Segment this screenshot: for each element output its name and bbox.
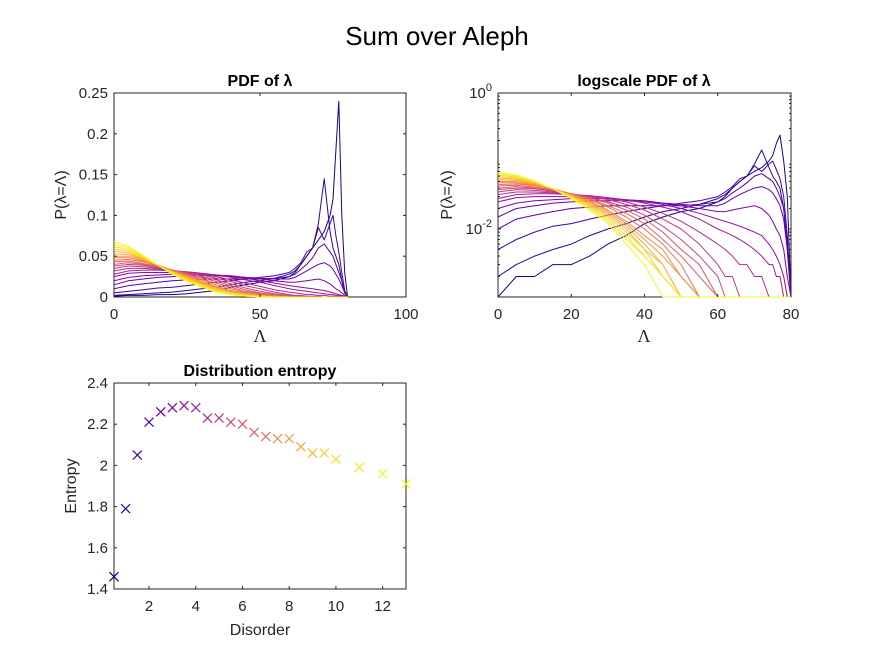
pdf-panel-title: PDF of λ bbox=[228, 73, 293, 90]
entropy-y-tick-label: 1.6 bbox=[87, 540, 108, 557]
pdf-series-line bbox=[113, 262, 349, 298]
log-pdf-y-tick-base: 10 bbox=[466, 221, 483, 238]
entropy-y-tick-label: 1.8 bbox=[87, 499, 108, 516]
entropy-point-marker bbox=[319, 448, 330, 458]
log-pdf-x-tick-label: 40 bbox=[636, 306, 653, 323]
entropy-y-tick-label: 2.4 bbox=[87, 375, 108, 392]
pdf-series-line bbox=[113, 178, 349, 298]
entropy-point-marker bbox=[377, 468, 388, 479]
entropy-panel-title: Distribution entropy bbox=[184, 363, 337, 380]
log-pdf-lines bbox=[497, 134, 792, 298]
entropy-points bbox=[109, 400, 411, 582]
log-pdf-series-line bbox=[497, 171, 791, 298]
entropy-point-marker bbox=[249, 427, 260, 438]
pdf-panel: PDF of λ 0 50 100 0 0.05 0.1 0.15 0.2 0.25 Λ P(λ… bbox=[53, 73, 419, 346]
log-pdf-series-line bbox=[497, 149, 792, 298]
log-pdf-x-tick-label: 0 bbox=[494, 306, 502, 323]
entropy-point-marker bbox=[167, 402, 178, 413]
pdf-plot-area bbox=[113, 92, 407, 298]
entropy-point-marker bbox=[401, 479, 411, 489]
pdf-series-line bbox=[113, 243, 349, 298]
log-pdf-y-axis-label: P(λ=Λ) bbox=[439, 170, 456, 219]
log-pdf-y-tick-exp: -2 bbox=[482, 218, 492, 230]
log-pdf-series-line bbox=[497, 186, 792, 298]
entropy-point-marker bbox=[237, 419, 248, 430]
entropy-point-marker bbox=[120, 503, 131, 514]
entropy-point-marker bbox=[109, 571, 119, 582]
entropy-point-marker bbox=[190, 402, 201, 413]
log-pdf-plot-area bbox=[497, 92, 792, 298]
pdf-x-tick-label: 100 bbox=[393, 306, 418, 323]
entropy-y-tick-label: 2.2 bbox=[87, 416, 108, 433]
log-pdf-x-axis-label: Λ bbox=[637, 326, 650, 346]
log-pdf-x-tick-label: 80 bbox=[783, 306, 800, 323]
entropy-x-tick-label: 12 bbox=[374, 598, 391, 615]
entropy-point-marker bbox=[260, 431, 271, 442]
entropy-x-tick-label: 8 bbox=[285, 598, 293, 615]
log-pdf-y-tick-label: 100 bbox=[469, 82, 492, 102]
log-pdf-series-line bbox=[497, 173, 792, 298]
log-pdf-series-line bbox=[497, 160, 792, 298]
pdf-series-line bbox=[113, 214, 349, 298]
entropy-point-marker bbox=[272, 433, 283, 444]
pdf-x-axis-label: Λ bbox=[253, 326, 266, 346]
entropy-point-marker bbox=[295, 441, 306, 452]
pdf-y-tick-label: 0.15 bbox=[79, 167, 108, 184]
entropy-x-tick-label: 10 bbox=[328, 598, 345, 615]
log-pdf-x-tick-label: 60 bbox=[709, 306, 726, 323]
entropy-point-marker bbox=[144, 417, 154, 428]
entropy-x-tick-label: 6 bbox=[238, 598, 246, 615]
pdf-ticks: 0 50 100 0 0.05 0.1 0.15 0.2 0.25 bbox=[79, 85, 419, 323]
entropy-x-tick-label: 4 bbox=[192, 598, 200, 615]
figure-title: Sum over Aleph bbox=[345, 21, 529, 51]
pdf-series-line bbox=[113, 100, 349, 298]
entropy-x-tick-label: 2 bbox=[145, 598, 153, 615]
entropy-point-marker bbox=[284, 433, 295, 444]
log-pdf-y-tick-exp: 0 bbox=[486, 82, 492, 94]
pdf-lines bbox=[113, 100, 349, 298]
entropy-point-marker bbox=[179, 400, 190, 411]
entropy-point-marker bbox=[202, 413, 213, 423]
entropy-y-axis-label: Entropy bbox=[63, 458, 80, 513]
entropy-y-tick-label: 2 bbox=[100, 457, 108, 474]
log-pdf-y-tick-base: 10 bbox=[469, 85, 486, 102]
log-pdf-series-line bbox=[497, 134, 792, 298]
pdf-y-tick-label: 0.2 bbox=[87, 126, 108, 143]
entropy-plot-area bbox=[113, 382, 407, 590]
pdf-x-tick-label: 0 bbox=[110, 306, 118, 323]
pdf-y-tick-label: 0.1 bbox=[87, 207, 108, 224]
log-pdf-x-tick-label: 20 bbox=[563, 306, 580, 323]
log-pdf-panel-title: logscale PDF of λ bbox=[577, 73, 710, 90]
entropy-y-tick-label: 1.4 bbox=[87, 581, 108, 598]
pdf-y-axis-label: P(λ=Λ) bbox=[53, 170, 70, 219]
pdf-y-tick-label: 0.05 bbox=[79, 248, 108, 265]
entropy-point-marker bbox=[155, 406, 166, 417]
entropy-panel: Distribution entropy 2 4 6 8 10 121.41.61.822… bbox=[63, 363, 411, 639]
pdf-y-tick-label: 0 bbox=[100, 289, 108, 306]
entropy-point-marker bbox=[132, 450, 143, 461]
entropy-point-marker bbox=[225, 417, 236, 428]
entropy-point-marker bbox=[307, 448, 318, 458]
pdf-x-tick-label: 50 bbox=[252, 306, 269, 323]
entropy-ticks: 2 4 6 8 10 12 1.4 1.6 1.8 2 2.2 2.4 bbox=[87, 375, 406, 615]
entropy-point-marker bbox=[214, 413, 225, 423]
entropy-point-marker bbox=[330, 454, 341, 465]
log-pdf-y-tick-label: 10-2 bbox=[466, 218, 492, 238]
pdf-series-line bbox=[113, 241, 348, 298]
entropy-x-axis-label: Disorder bbox=[230, 622, 291, 639]
pdf-y-tick-label: 0.25 bbox=[79, 85, 108, 102]
entropy-point-marker bbox=[354, 462, 365, 473]
